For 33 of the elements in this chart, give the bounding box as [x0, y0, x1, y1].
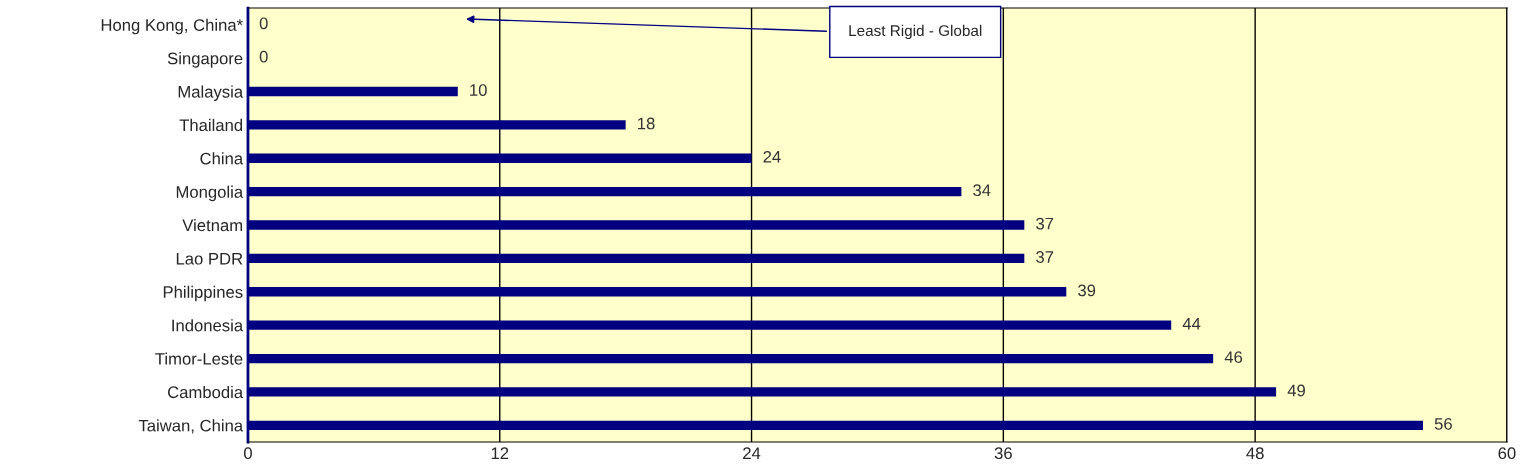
x-tick-label: 24 — [743, 447, 761, 459]
y-tick-label: Singapore — [167, 52, 243, 68]
y-tick-label: Mongolia — [176, 185, 244, 202]
x-tick-label: 0 — [243, 447, 252, 460]
x-tick-label: 36 — [994, 447, 1012, 460]
data-label: 37 — [1036, 217, 1054, 230]
data-label: 0 — [259, 50, 268, 63]
y-tick-label: Thailand — [179, 118, 243, 132]
y-tick-label: China — [200, 152, 244, 165]
data-label: 39 — [1078, 284, 1096, 297]
y-tick-label: Cambodia — [168, 385, 244, 399]
data-label: 46 — [1224, 351, 1243, 364]
x-tick-label: 12 — [491, 447, 509, 459]
data-label: 56 — [1434, 417, 1452, 430]
data-label: 44 — [1182, 318, 1201, 330]
y-tick-label: Lao PDR — [176, 252, 243, 265]
y-tick-label: Vietnam — [182, 218, 243, 232]
y-tick-label: Hong Kong, China* — [101, 18, 243, 35]
data-label: 18 — [638, 117, 655, 130]
y-tick-label: Indonesia — [172, 319, 244, 332]
x-tick-label: 60 — [1498, 447, 1516, 460]
data-label: 37 — [1036, 251, 1054, 263]
data-label: 34 — [973, 184, 991, 197]
data-label: 24 — [763, 150, 781, 163]
y-tick-label: Timor-Leste — [155, 352, 243, 365]
y-tick-label: Philippines — [163, 285, 243, 302]
y-tick-label: Taiwan, China — [138, 419, 244, 434]
data-label: 49 — [1287, 384, 1305, 397]
x-tick-label: 48 — [1246, 447, 1264, 460]
data-label: 0 — [259, 17, 268, 30]
data-label: 10 — [470, 84, 487, 96]
y-tick-label: Malaysia — [178, 85, 244, 102]
annotation: Least Rigid - Global — [849, 24, 982, 40]
